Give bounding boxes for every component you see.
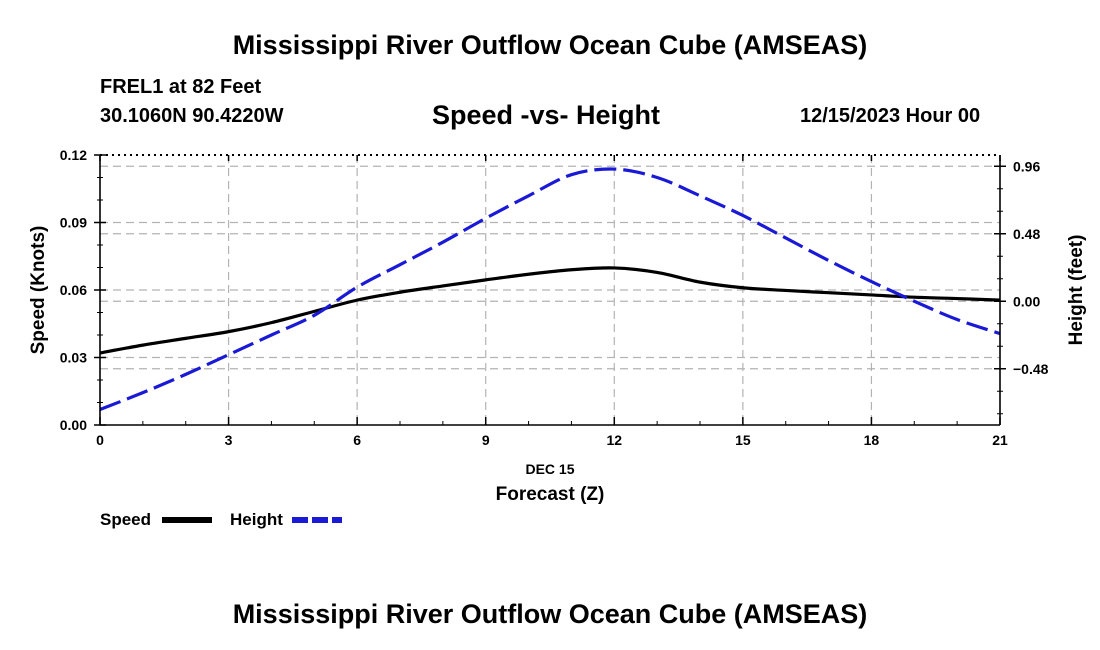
series-layer bbox=[99, 167, 1001, 412]
y-right-tick-label: 0.00 bbox=[1013, 293, 1040, 309]
y-right-tick-label: −0.48 bbox=[1013, 361, 1049, 377]
station-label: FREL1 at 82 Feet bbox=[100, 76, 262, 98]
x-tick-label: 18 bbox=[864, 432, 880, 448]
x-tick-label: 21 bbox=[992, 432, 1008, 448]
y-axis-right-label: Height (feet) bbox=[1066, 235, 1087, 346]
series-line-speed bbox=[99, 266, 1001, 355]
footer-title: Mississippi River Outflow Ocean Cube (AM… bbox=[232, 599, 868, 629]
x-tick-label: 3 bbox=[225, 432, 233, 448]
legend-height-label: Height bbox=[230, 510, 283, 529]
y-right-tick-label: 0.96 bbox=[1013, 158, 1040, 174]
main-title: Mississippi River Outflow Ocean Cube (AM… bbox=[232, 30, 868, 60]
y-left-tick-label: 0.00 bbox=[60, 417, 87, 433]
x-tick-label: 15 bbox=[735, 432, 751, 448]
tick-layer: 0 3 6 9 12 15 18 21 0.00 0.03 0.06 0.09 0.12 −0.48 0.0… bbox=[60, 147, 1049, 448]
y-left-tick-label: 0.03 bbox=[60, 350, 87, 366]
x-tick-label: 0 bbox=[96, 432, 104, 448]
y-axis-left-label: Speed (Knots) bbox=[28, 226, 49, 355]
x-axis-label: Forecast (Z) bbox=[496, 484, 605, 505]
legend: Speed Height bbox=[100, 510, 342, 529]
y-left-tick-label: 0.09 bbox=[60, 215, 87, 231]
x-tick-label: 9 bbox=[482, 432, 490, 448]
axis-labels: DEC 15 Forecast (Z) Speed (Knots) Height… bbox=[28, 226, 1087, 505]
chart-title: Speed -vs- Height bbox=[432, 100, 661, 130]
legend-speed-label: Speed bbox=[100, 510, 151, 529]
x-date-label: DEC 15 bbox=[525, 461, 574, 477]
y-left-tick-label: 0.06 bbox=[60, 282, 87, 298]
x-tick-label: 12 bbox=[606, 432, 622, 448]
y-right-tick-label: 0.48 bbox=[1013, 226, 1040, 242]
x-tick-label: 6 bbox=[353, 432, 361, 448]
y-left-tick-label: 0.12 bbox=[60, 147, 87, 163]
coordinates-label: 30.1060N 90.4220W bbox=[100, 105, 284, 127]
grid-lines bbox=[100, 155, 1000, 425]
datetime-label: 12/15/2023 Hour 00 bbox=[800, 105, 981, 127]
series-line-height bbox=[99, 167, 1001, 412]
